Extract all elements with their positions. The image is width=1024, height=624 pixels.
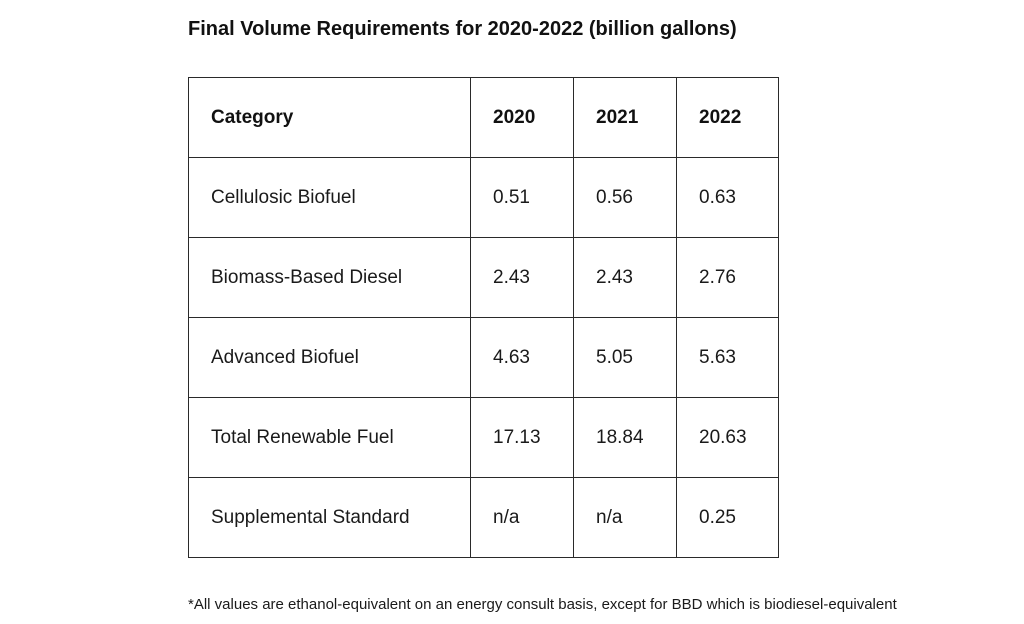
volume-requirements-table: Category 2020 2021 2022 Cellulosic Biofu… <box>188 77 779 558</box>
cell-2022: 0.63 <box>676 157 779 238</box>
cell-2021: 5.05 <box>573 317 677 398</box>
table-row: Cellulosic Biofuel 0.51 0.56 0.63 <box>188 157 779 238</box>
cell-2022: 20.63 <box>676 397 779 478</box>
cell-2021: n/a <box>573 477 677 558</box>
footnote: *All values are ethanol-equivalent on an… <box>188 596 897 613</box>
row-category: Supplemental Standard <box>188 477 471 558</box>
cell-2021: 0.56 <box>573 157 677 238</box>
header-2020: 2020 <box>470 77 574 158</box>
cell-2020: n/a <box>470 477 574 558</box>
cell-2020: 2.43 <box>470 237 574 318</box>
table-row: Biomass-Based Diesel 2.43 2.43 2.76 <box>188 237 779 318</box>
header-2022: 2022 <box>676 77 779 158</box>
cell-2020: 4.63 <box>470 317 574 398</box>
cell-2021: 2.43 <box>573 237 677 318</box>
row-category: Advanced Biofuel <box>188 317 471 398</box>
table-row: Supplemental Standard n/a n/a 0.25 <box>188 477 779 558</box>
page-title: Final Volume Requirements for 2020-2022 … <box>188 18 737 40</box>
table-header-row: Category 2020 2021 2022 <box>188 77 779 158</box>
cell-2022: 2.76 <box>676 237 779 318</box>
table-row: Advanced Biofuel 4.63 5.05 5.63 <box>188 317 779 398</box>
header-category: Category <box>188 77 471 158</box>
row-category: Total Renewable Fuel <box>188 397 471 478</box>
cell-2022: 0.25 <box>676 477 779 558</box>
cell-2022: 5.63 <box>676 317 779 398</box>
cell-2021: 18.84 <box>573 397 677 478</box>
row-category: Biomass-Based Diesel <box>188 237 471 318</box>
row-category: Cellulosic Biofuel <box>188 157 471 238</box>
header-2021: 2021 <box>573 77 677 158</box>
table-row: Total Renewable Fuel 17.13 18.84 20.63 <box>188 397 779 478</box>
cell-2020: 17.13 <box>470 397 574 478</box>
cell-2020: 0.51 <box>470 157 574 238</box>
